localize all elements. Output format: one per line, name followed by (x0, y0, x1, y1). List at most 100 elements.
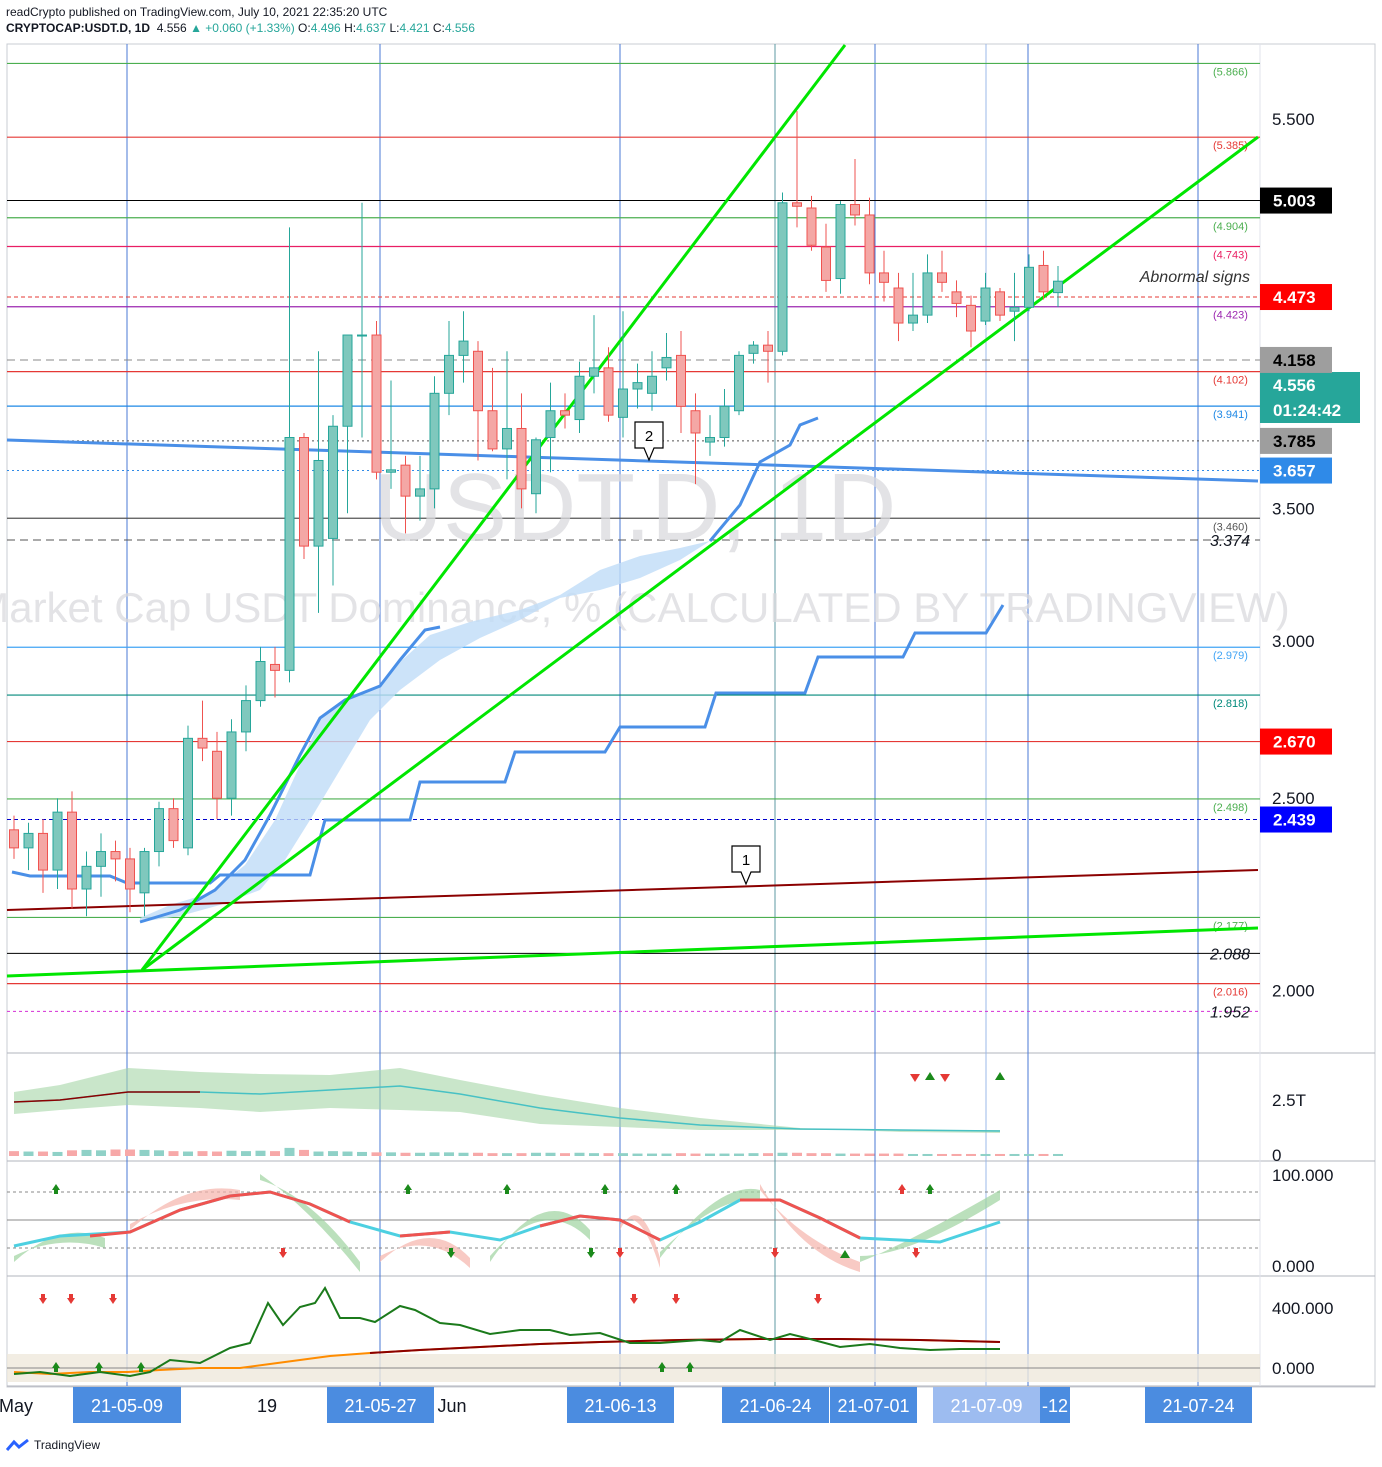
candle-body (835, 204, 846, 280)
candle-body (545, 410, 556, 439)
volume-bar (415, 1152, 425, 1156)
volume-bar (531, 1152, 541, 1156)
stepped-baseline (11, 604, 1005, 885)
close-label: C: (432, 21, 445, 35)
time-axis-date-badge (1040, 1387, 1070, 1423)
osc1-arrow-down (447, 1248, 455, 1258)
fib-level-label: (3.460) (1213, 521, 1248, 533)
fib-level-label: (4.423) (1213, 310, 1248, 322)
volume-bar (777, 1152, 788, 1156)
price-tag-text: 2.670 (1273, 733, 1316, 752)
osc1-wave-band (660, 1188, 760, 1258)
fib-level-label: (2.979) (1213, 650, 1248, 662)
green-trendline (6, 926, 1259, 978)
price-axis-tick: 3.000 (1272, 632, 1315, 651)
watermark-description: Market Cap USDT Dominance, % (CALCULATED… (0, 584, 1290, 631)
candle-body (690, 410, 701, 434)
fib-level-label: (3.941) (1213, 409, 1248, 421)
osc1-arrow-down (771, 1248, 779, 1258)
candle-body (125, 858, 135, 890)
candle-body (139, 851, 150, 894)
osc1-arrow-up (601, 1184, 609, 1194)
chart-header: readCrypto published on TradingView.com,… (6, 4, 475, 36)
tradingview-logo-icon (6, 1438, 29, 1451)
osc2-arrow-down (109, 1294, 117, 1304)
volume-bar (748, 1153, 759, 1156)
open-label: O: (298, 21, 311, 35)
high-label: H: (344, 21, 357, 35)
candle-body (458, 340, 469, 356)
osc1-wave-band (620, 1215, 660, 1268)
volume-axis-tick: 2.5T (1272, 1091, 1306, 1110)
volume-bar (792, 1152, 802, 1156)
price-tag-bg (1260, 284, 1332, 311)
volume-bar (951, 1153, 962, 1156)
candle-body (647, 375, 657, 394)
candle-body (38, 832, 48, 871)
candle-body (386, 469, 396, 473)
price-tag-bg (1260, 372, 1360, 398)
price-tag-text: 4.556 (1273, 376, 1316, 395)
osc2-arrow-down (672, 1294, 680, 1304)
signal-arrow (925, 1072, 935, 1080)
candle-body (226, 731, 237, 799)
price-tag-bg (1260, 457, 1332, 484)
time-axis-date-badge (567, 1387, 674, 1423)
volume-bar (139, 1149, 150, 1156)
price-tag-text: 4.158 (1273, 351, 1316, 370)
volume-bar (676, 1153, 686, 1156)
osc2-axis-tick: 400.000 (1272, 1299, 1333, 1318)
support-trendline (6, 869, 1259, 911)
price-tag-text: 4.473 (1273, 288, 1316, 307)
candle-body (154, 808, 164, 853)
volume-bar (270, 1151, 280, 1156)
price-axis-tick: 2.500 (1272, 789, 1315, 808)
callout-1: 1 (731, 845, 761, 886)
candle-body (444, 354, 454, 394)
candle-body (980, 287, 991, 322)
volume-bar (23, 1151, 34, 1156)
volume-bar (574, 1152, 585, 1156)
osc2-arrow-up (686, 1362, 694, 1372)
volume-bar (487, 1153, 498, 1156)
tradingview-footer[interactable]: TradingView (6, 1438, 100, 1452)
volume-bar (125, 1149, 135, 1156)
callout-1-label: 1 (742, 852, 750, 869)
osc2-arrow-up (52, 1362, 60, 1372)
publish-info: readCrypto published on TradingView.com,… (6, 5, 388, 19)
candle-body (603, 367, 614, 416)
volume-bar (516, 1153, 527, 1156)
candle-body (516, 427, 527, 490)
candle-body (966, 304, 976, 332)
time-axis-date-badge (933, 1387, 1040, 1423)
volume-bar (850, 1153, 860, 1156)
volume-bar (444, 1152, 454, 1156)
osc1-arrow-down (587, 1248, 595, 1258)
osc1-signal-red-1 (89, 1190, 351, 1238)
price-plain-label: 2.088 (1209, 946, 1250, 963)
price-tag-bg (1260, 728, 1332, 755)
callout-2-label: 2 (645, 428, 653, 445)
osc1-arrow-up (503, 1184, 511, 1194)
low-label: L: (389, 21, 400, 35)
volume-bar (81, 1149, 92, 1156)
volume-bar (154, 1150, 164, 1156)
osc1-arrow-down (616, 1248, 624, 1258)
volume-bar (400, 1152, 411, 1156)
price-axis-tick: 5.500 (1272, 110, 1315, 129)
volume-bar (560, 1153, 570, 1156)
price-tag-bg (1260, 427, 1332, 454)
osc2-arrow-up (137, 1362, 145, 1372)
candle-body (415, 488, 425, 497)
volume-bar (719, 1153, 730, 1156)
volume-bar (1024, 1153, 1034, 1156)
osc1-arrow-up (898, 1184, 906, 1194)
volume-bar (1009, 1153, 1020, 1156)
price-tag-bg (1260, 397, 1360, 423)
volume-bar (806, 1153, 817, 1156)
price-tag-bg (1260, 346, 1332, 373)
time-axis-date-badge (73, 1387, 181, 1423)
volume-bar (168, 1151, 179, 1156)
candle-body (734, 354, 744, 412)
